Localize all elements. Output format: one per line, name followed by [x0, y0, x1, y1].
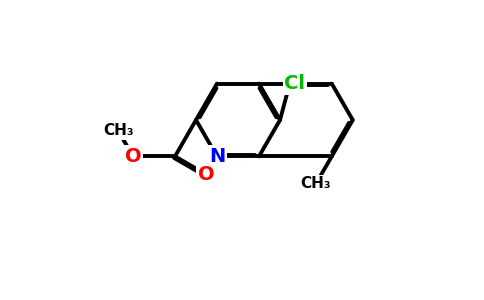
Text: Cl: Cl	[284, 74, 305, 93]
Text: N: N	[209, 147, 225, 166]
Text: CH₃: CH₃	[103, 123, 134, 138]
Text: CH₃: CH₃	[301, 176, 332, 191]
Text: O: O	[197, 165, 214, 184]
Text: O: O	[125, 147, 141, 166]
